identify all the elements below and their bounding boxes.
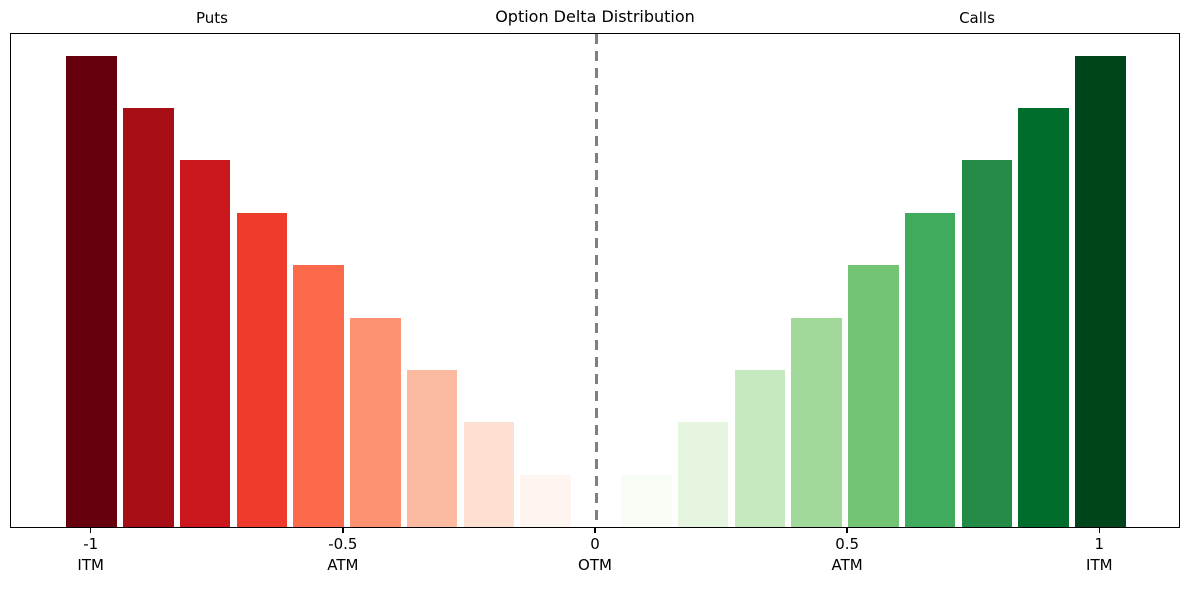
put-bar-5	[293, 264, 344, 527]
x-tick-label--1: -1 ITM	[36, 534, 146, 576]
x-tick-mark-1	[1098, 528, 1101, 533]
x-tick-mark-0	[594, 528, 596, 533]
put-bar-2	[123, 107, 174, 527]
tick-value: -1	[83, 535, 99, 553]
x-tick-label-0: 0 OTM	[540, 534, 650, 576]
call-bar-4	[791, 317, 842, 527]
call-bar-3	[734, 370, 786, 527]
put-bar-6	[350, 317, 401, 527]
puts-section-label: Puts	[196, 9, 228, 27]
call-bar-8	[1018, 107, 1069, 527]
tick-moneyness: ITM	[77, 556, 104, 574]
put-bar-9	[520, 474, 571, 527]
tick-moneyness: ATM	[831, 556, 863, 574]
put-bar-1	[66, 55, 117, 527]
put-bar-4	[236, 212, 288, 527]
call-bar-7	[961, 160, 1013, 527]
tick-moneyness: OTM	[578, 556, 612, 574]
put-bar-7	[406, 370, 458, 527]
tick-moneyness: ATM	[327, 556, 359, 574]
calls-section-label: Calls	[959, 9, 995, 27]
chart-title: Option Delta Distribution	[495, 7, 695, 26]
x-tick-mark-0.5	[846, 528, 848, 533]
put-bar-3	[179, 160, 231, 527]
x-tick-label-1: 1 ITM	[1044, 534, 1154, 576]
tick-value: 1	[1094, 535, 1105, 553]
call-bar-1	[621, 474, 672, 527]
tick-moneyness: ITM	[1086, 556, 1113, 574]
call-bar-2	[677, 422, 729, 527]
call-bar-5	[848, 264, 899, 527]
call-bar-9	[1075, 55, 1126, 527]
x-tick-label--0.5: -0.5 ATM	[288, 534, 398, 576]
x-tick-label-0.5: 0.5 ATM	[792, 534, 902, 576]
tick-value: 0.5	[835, 535, 860, 553]
plot-area	[10, 33, 1180, 528]
tick-value: -0.5	[328, 535, 358, 553]
tick-value: 0	[590, 535, 600, 553]
x-tick-mark--1	[89, 528, 92, 533]
put-bar-8	[463, 422, 515, 527]
call-bar-6	[904, 212, 956, 527]
x-tick-mark--0.5	[342, 528, 344, 533]
zero-delta-line	[594, 34, 598, 527]
